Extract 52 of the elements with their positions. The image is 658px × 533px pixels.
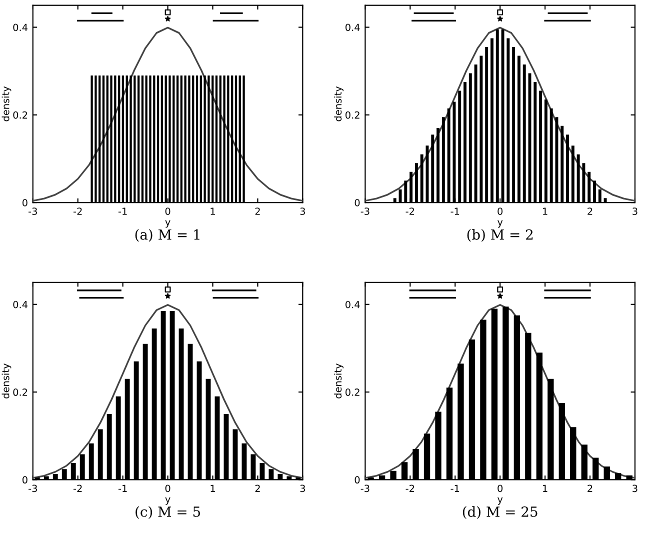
y-tick-label: 0 — [22, 476, 28, 484]
y-tick-label: 0.4 — [346, 24, 360, 32]
y-tick-label: 0.2 — [13, 388, 28, 396]
x-tick-label: -3 — [360, 208, 370, 215]
x-tick-label: 2 — [255, 484, 260, 492]
y-axis-title: density — [334, 364, 344, 398]
x-tick-label: 2 — [588, 208, 592, 215]
x-tick-label: 2 — [255, 208, 260, 215]
y-tick-label: 0.4 — [346, 300, 360, 308]
y-tick-label: 0 — [22, 199, 28, 206]
x-tick-label: 1 — [543, 208, 548, 215]
x-tick-label: -2 — [406, 208, 414, 215]
x-axis-title: y — [497, 220, 503, 228]
x-tick-label: 0 — [498, 208, 503, 215]
x-tick-label: 1 — [543, 484, 548, 492]
x-tick-label: 3 — [300, 484, 305, 492]
x-tick-label: -1 — [118, 208, 127, 215]
x-tick-label: 0 — [165, 208, 170, 215]
x-tick-label: -1 — [450, 208, 460, 215]
x-axis-title: y — [165, 220, 170, 228]
y-tick-label: 0.4 — [13, 300, 28, 308]
y-tick-label: 0.2 — [346, 111, 360, 119]
x-tick-label: 0 — [498, 484, 503, 492]
x-tick-label: -2 — [73, 484, 82, 492]
x-axis-title: y — [165, 497, 170, 505]
x-tick-label: -1 — [450, 484, 460, 492]
x-axis-title: y — [497, 497, 503, 505]
text: (a) M = 1 — [135, 229, 200, 242]
y-axis-title: density — [2, 364, 12, 398]
text: (c) M = 5 — [136, 506, 200, 519]
y-axis-title: density — [2, 86, 12, 122]
x-tick-label: 1 — [210, 208, 215, 215]
x-tick-label: -2 — [406, 484, 414, 492]
x-tick-label: 1 — [210, 484, 215, 492]
text: (b) M = 2 — [467, 229, 533, 242]
y-tick-label: 0.2 — [13, 111, 28, 119]
x-tick-label: 2 — [588, 484, 592, 492]
x-tick-label: 3 — [632, 208, 638, 215]
y-tick-label: 0.2 — [346, 388, 360, 396]
y-axis-title: density — [334, 86, 344, 122]
x-tick-label: -1 — [118, 484, 127, 492]
x-tick-label: -3 — [28, 484, 37, 492]
y-tick-label: 0 — [354, 199, 360, 206]
y-tick-label: 0.4 — [13, 24, 28, 32]
x-tick-label: -3 — [28, 208, 37, 215]
x-tick-label: 3 — [300, 208, 305, 215]
text: (d) M = 25 — [462, 506, 538, 519]
x-tick-label: -2 — [73, 208, 82, 215]
x-tick-label: -3 — [360, 484, 370, 492]
x-tick-label: 0 — [165, 484, 170, 492]
x-tick-label: 3 — [632, 484, 638, 492]
y-tick-label: 0 — [354, 476, 360, 484]
